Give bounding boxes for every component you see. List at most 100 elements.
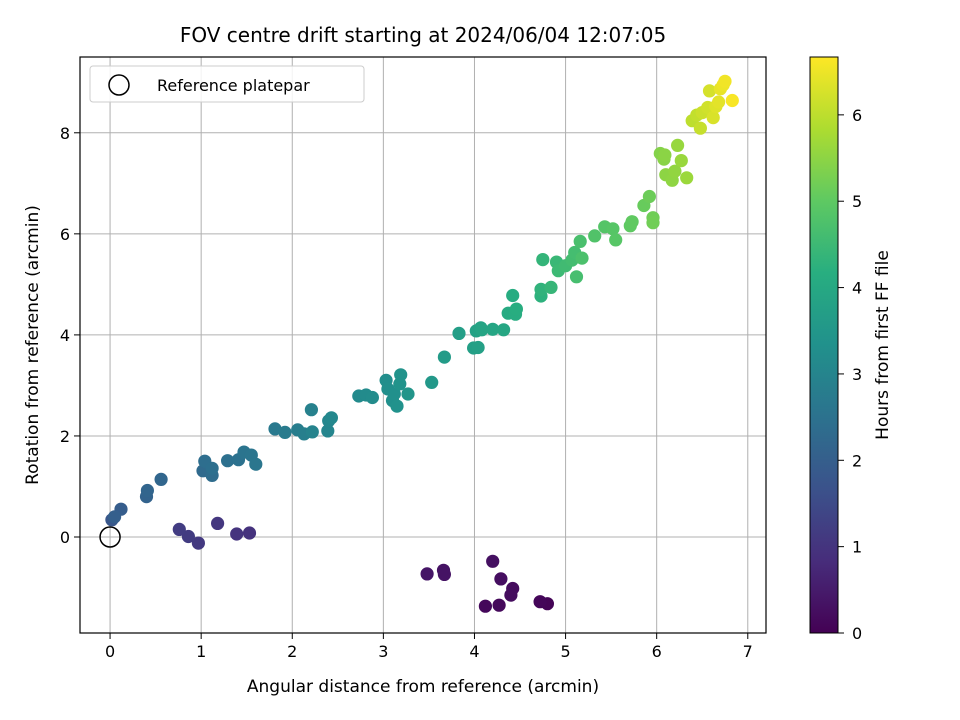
y-axis-ticks: 0 2 4 6 8 — [60, 124, 80, 547]
colorbar-tick-label: 1 — [852, 538, 862, 557]
data-point — [674, 154, 688, 168]
data-point — [492, 598, 506, 612]
data-point — [471, 340, 485, 355]
data-point — [401, 387, 415, 401]
data-point — [569, 270, 584, 284]
colorbar-label: Hours from first FF file — [873, 250, 893, 440]
data-point — [242, 526, 257, 540]
data-point — [693, 121, 708, 135]
data-point — [706, 111, 720, 125]
data-point — [497, 323, 511, 337]
legend-box — [89, 65, 365, 103]
data-point — [321, 424, 335, 438]
data-point — [205, 461, 219, 475]
data-point — [324, 411, 338, 425]
colorbar-tick-label: 2 — [852, 451, 862, 470]
data-point — [140, 483, 154, 498]
data-point — [534, 282, 548, 296]
chart-title: FOV centre drift starting at 2024/06/04 … — [180, 23, 666, 47]
colorbar-ticks: 0 1 2 3 4 5 6 — [838, 106, 862, 643]
data-point — [230, 527, 244, 541]
x-axis-ticks: 0 1 2 3 4 5 6 7 — [105, 633, 753, 661]
data-point — [544, 280, 558, 294]
data-point — [725, 93, 739, 108]
data-point — [536, 253, 550, 267]
data-point — [712, 95, 726, 109]
data-point — [658, 148, 672, 162]
reference-platepar-marker — [99, 526, 121, 548]
data-point — [668, 164, 682, 178]
reference-layer — [99, 526, 121, 548]
data-point — [486, 554, 500, 568]
data-point — [108, 510, 122, 524]
data-point — [221, 454, 235, 468]
x-tick-label: 6 — [652, 642, 662, 661]
colorbar-tick-label: 5 — [852, 192, 862, 211]
colorbar-tick-label: 6 — [852, 106, 862, 125]
data-point — [390, 399, 404, 413]
y-tick-label: 4 — [60, 326, 70, 345]
data-point — [478, 599, 492, 613]
data-point — [671, 138, 685, 152]
y-tick-label: 2 — [60, 427, 70, 446]
data-point — [475, 323, 489, 337]
data-point — [494, 572, 508, 586]
legend: Reference platepar — [89, 65, 365, 103]
data-point — [268, 422, 282, 436]
x-tick-label: 7 — [743, 642, 753, 661]
data-point — [588, 229, 602, 243]
data-point — [387, 387, 401, 401]
y-tick-label: 8 — [60, 124, 70, 143]
data-point — [509, 302, 523, 316]
data-point — [278, 425, 292, 439]
x-tick-label: 1 — [196, 642, 206, 661]
y-tick-label: 0 — [60, 528, 70, 547]
x-tick-label: 0 — [105, 642, 115, 661]
legend-marker — [108, 74, 130, 96]
data-point — [506, 288, 520, 303]
data-point — [420, 567, 434, 581]
data-point — [249, 457, 263, 471]
colorbar-tick-label: 0 — [852, 624, 862, 643]
data-point — [575, 251, 589, 265]
data-point — [642, 189, 657, 204]
data-point — [533, 595, 547, 609]
data-point — [680, 171, 694, 185]
data-point — [486, 322, 500, 336]
y-axis-label: Rotation from reference (arcmin) — [23, 205, 43, 485]
colorbar-gradient — [809, 56, 839, 634]
x-axis-label: Angular distance from reference (arcmin) — [247, 677, 599, 697]
data-point — [304, 403, 318, 417]
data-point — [365, 390, 379, 405]
x-tick-label: 2 — [287, 642, 297, 661]
data-point — [172, 522, 186, 537]
colorbar-tick-label: 3 — [852, 365, 862, 384]
data-point — [191, 536, 205, 550]
data-point — [452, 326, 466, 340]
data-point — [573, 234, 587, 248]
data-point — [625, 215, 639, 229]
data-point — [702, 84, 717, 98]
x-tick-label: 5 — [560, 642, 570, 661]
data-point — [425, 375, 439, 389]
data-point — [394, 368, 408, 382]
legend-label: Reference platepar — [157, 76, 310, 95]
data-point — [606, 222, 620, 236]
colorbar-tick-label: 4 — [852, 279, 862, 298]
x-tick-label: 4 — [469, 642, 479, 661]
data-point — [154, 472, 168, 486]
colorbar: 0 1 2 3 4 5 6 Hours from first FF file — [809, 56, 893, 643]
x-tick-label: 3 — [378, 642, 388, 661]
data-point — [181, 529, 195, 544]
data-point — [609, 233, 623, 247]
data-point — [646, 216, 660, 230]
y-tick-label: 6 — [60, 225, 70, 244]
data-point — [211, 516, 225, 531]
data-point — [718, 74, 732, 88]
data-point — [437, 567, 451, 582]
data-points — [105, 74, 739, 613]
data-point — [504, 588, 518, 602]
data-point — [305, 425, 319, 439]
data-point — [437, 350, 451, 364]
